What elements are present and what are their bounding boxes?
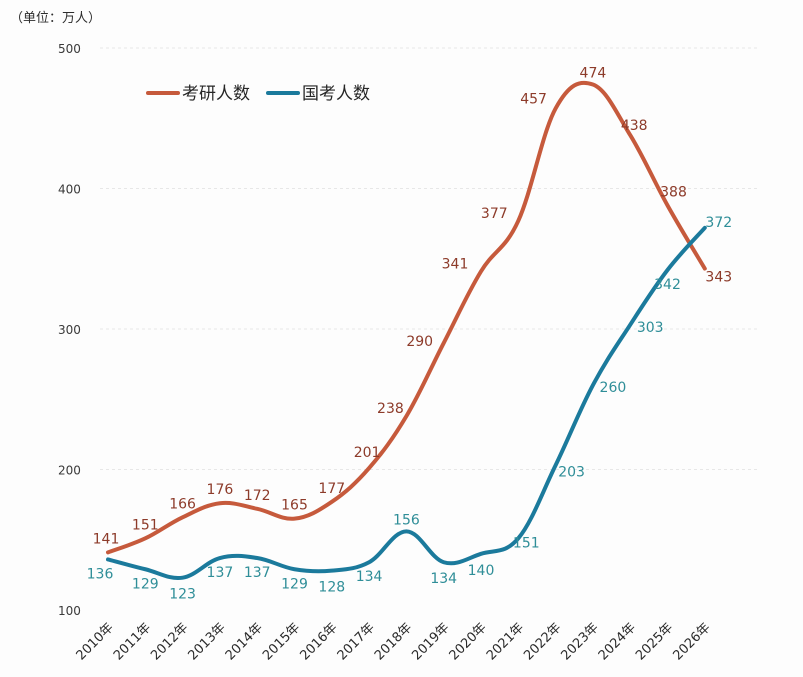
x-tick-label: 2011年 <box>111 620 154 663</box>
legend-label-kaoyan: 考研人数 <box>182 84 250 104</box>
data-label: 123 <box>169 587 196 603</box>
x-tick-label: 2022年 <box>521 620 564 663</box>
x-tick-label: 2013年 <box>186 620 229 663</box>
data-label: 342 <box>654 277 681 293</box>
data-label: 136 <box>87 566 114 582</box>
data-label: 129 <box>132 576 159 592</box>
x-tick-label: 2014年 <box>223 620 266 663</box>
data-labels-guokao: 136 129 123 137 137 129 128 134 156 134 140 151 203 2… <box>87 215 733 603</box>
x-tick-label: 2012年 <box>148 620 191 663</box>
data-label: 129 <box>281 576 308 592</box>
data-labels-kaoyan: 141 151 166 176 172 165 177 201 238 290 341 377 457 4… <box>93 66 733 548</box>
series-line-guokao <box>106 225 707 581</box>
x-tick-label: 2018年 <box>372 620 415 663</box>
legend: 考研人数 国考人数 <box>146 84 370 104</box>
data-label: 238 <box>377 401 404 417</box>
x-tick-label: 2026年 <box>670 620 713 663</box>
x-tick-label: 2019年 <box>409 620 452 663</box>
legend-label-guokao: 国考人数 <box>302 84 370 104</box>
y-tick-label: 100 <box>58 604 81 618</box>
gridlines <box>100 47 760 470</box>
data-label: 166 <box>169 496 196 512</box>
data-label: 134 <box>430 571 457 587</box>
unit-label: （单位：万人） <box>10 11 101 26</box>
data-label: 137 <box>244 565 271 581</box>
data-label: 140 <box>468 563 495 579</box>
x-tick-label: 2016年 <box>297 620 340 663</box>
y-tick-label: 400 <box>58 183 81 197</box>
data-label: 303 <box>637 320 664 336</box>
data-label: 151 <box>513 535 540 551</box>
y-tick-label: 500 <box>58 42 81 56</box>
data-label: 343 <box>705 270 732 286</box>
x-tick-label: 2015年 <box>260 620 303 663</box>
x-tick-label: 2021年 <box>484 620 527 663</box>
data-label: 177 <box>318 481 345 497</box>
x-axis: 2010年2011年2012年2013年2014年2015年2016年2017年… <box>74 620 714 663</box>
y-axis: 100 200 300 400 500 <box>58 42 81 618</box>
data-label: 203 <box>558 464 585 480</box>
data-label: 372 <box>705 215 732 231</box>
data-label: 137 <box>207 565 234 581</box>
data-label: 388 <box>660 184 687 200</box>
data-label: 474 <box>580 66 607 82</box>
x-tick-label: 2010年 <box>74 620 117 663</box>
data-label: 290 <box>406 334 433 350</box>
data-label: 141 <box>93 531 120 547</box>
data-label: 201 <box>354 445 381 461</box>
series-line-kaoyan <box>106 80 707 555</box>
data-label: 377 <box>481 206 508 222</box>
data-label: 176 <box>207 482 234 498</box>
data-label: 260 <box>600 380 627 396</box>
x-tick-label: 2024年 <box>596 620 639 663</box>
data-label: 151 <box>132 517 159 533</box>
y-tick-label: 200 <box>58 464 81 478</box>
x-tick-label: 2023年 <box>559 620 602 663</box>
y-tick-label: 300 <box>58 323 81 337</box>
data-label: 165 <box>281 498 308 514</box>
x-tick-label: 2025年 <box>633 620 676 663</box>
data-label: 128 <box>318 580 345 596</box>
data-label: 438 <box>621 118 648 134</box>
x-tick-label: 2017年 <box>335 620 378 663</box>
data-label: 341 <box>442 256 469 272</box>
data-label: 156 <box>393 512 420 528</box>
data-label: 134 <box>356 569 383 585</box>
x-tick-label: 2020年 <box>447 620 490 663</box>
data-label: 457 <box>520 91 547 107</box>
data-label: 172 <box>244 488 271 504</box>
